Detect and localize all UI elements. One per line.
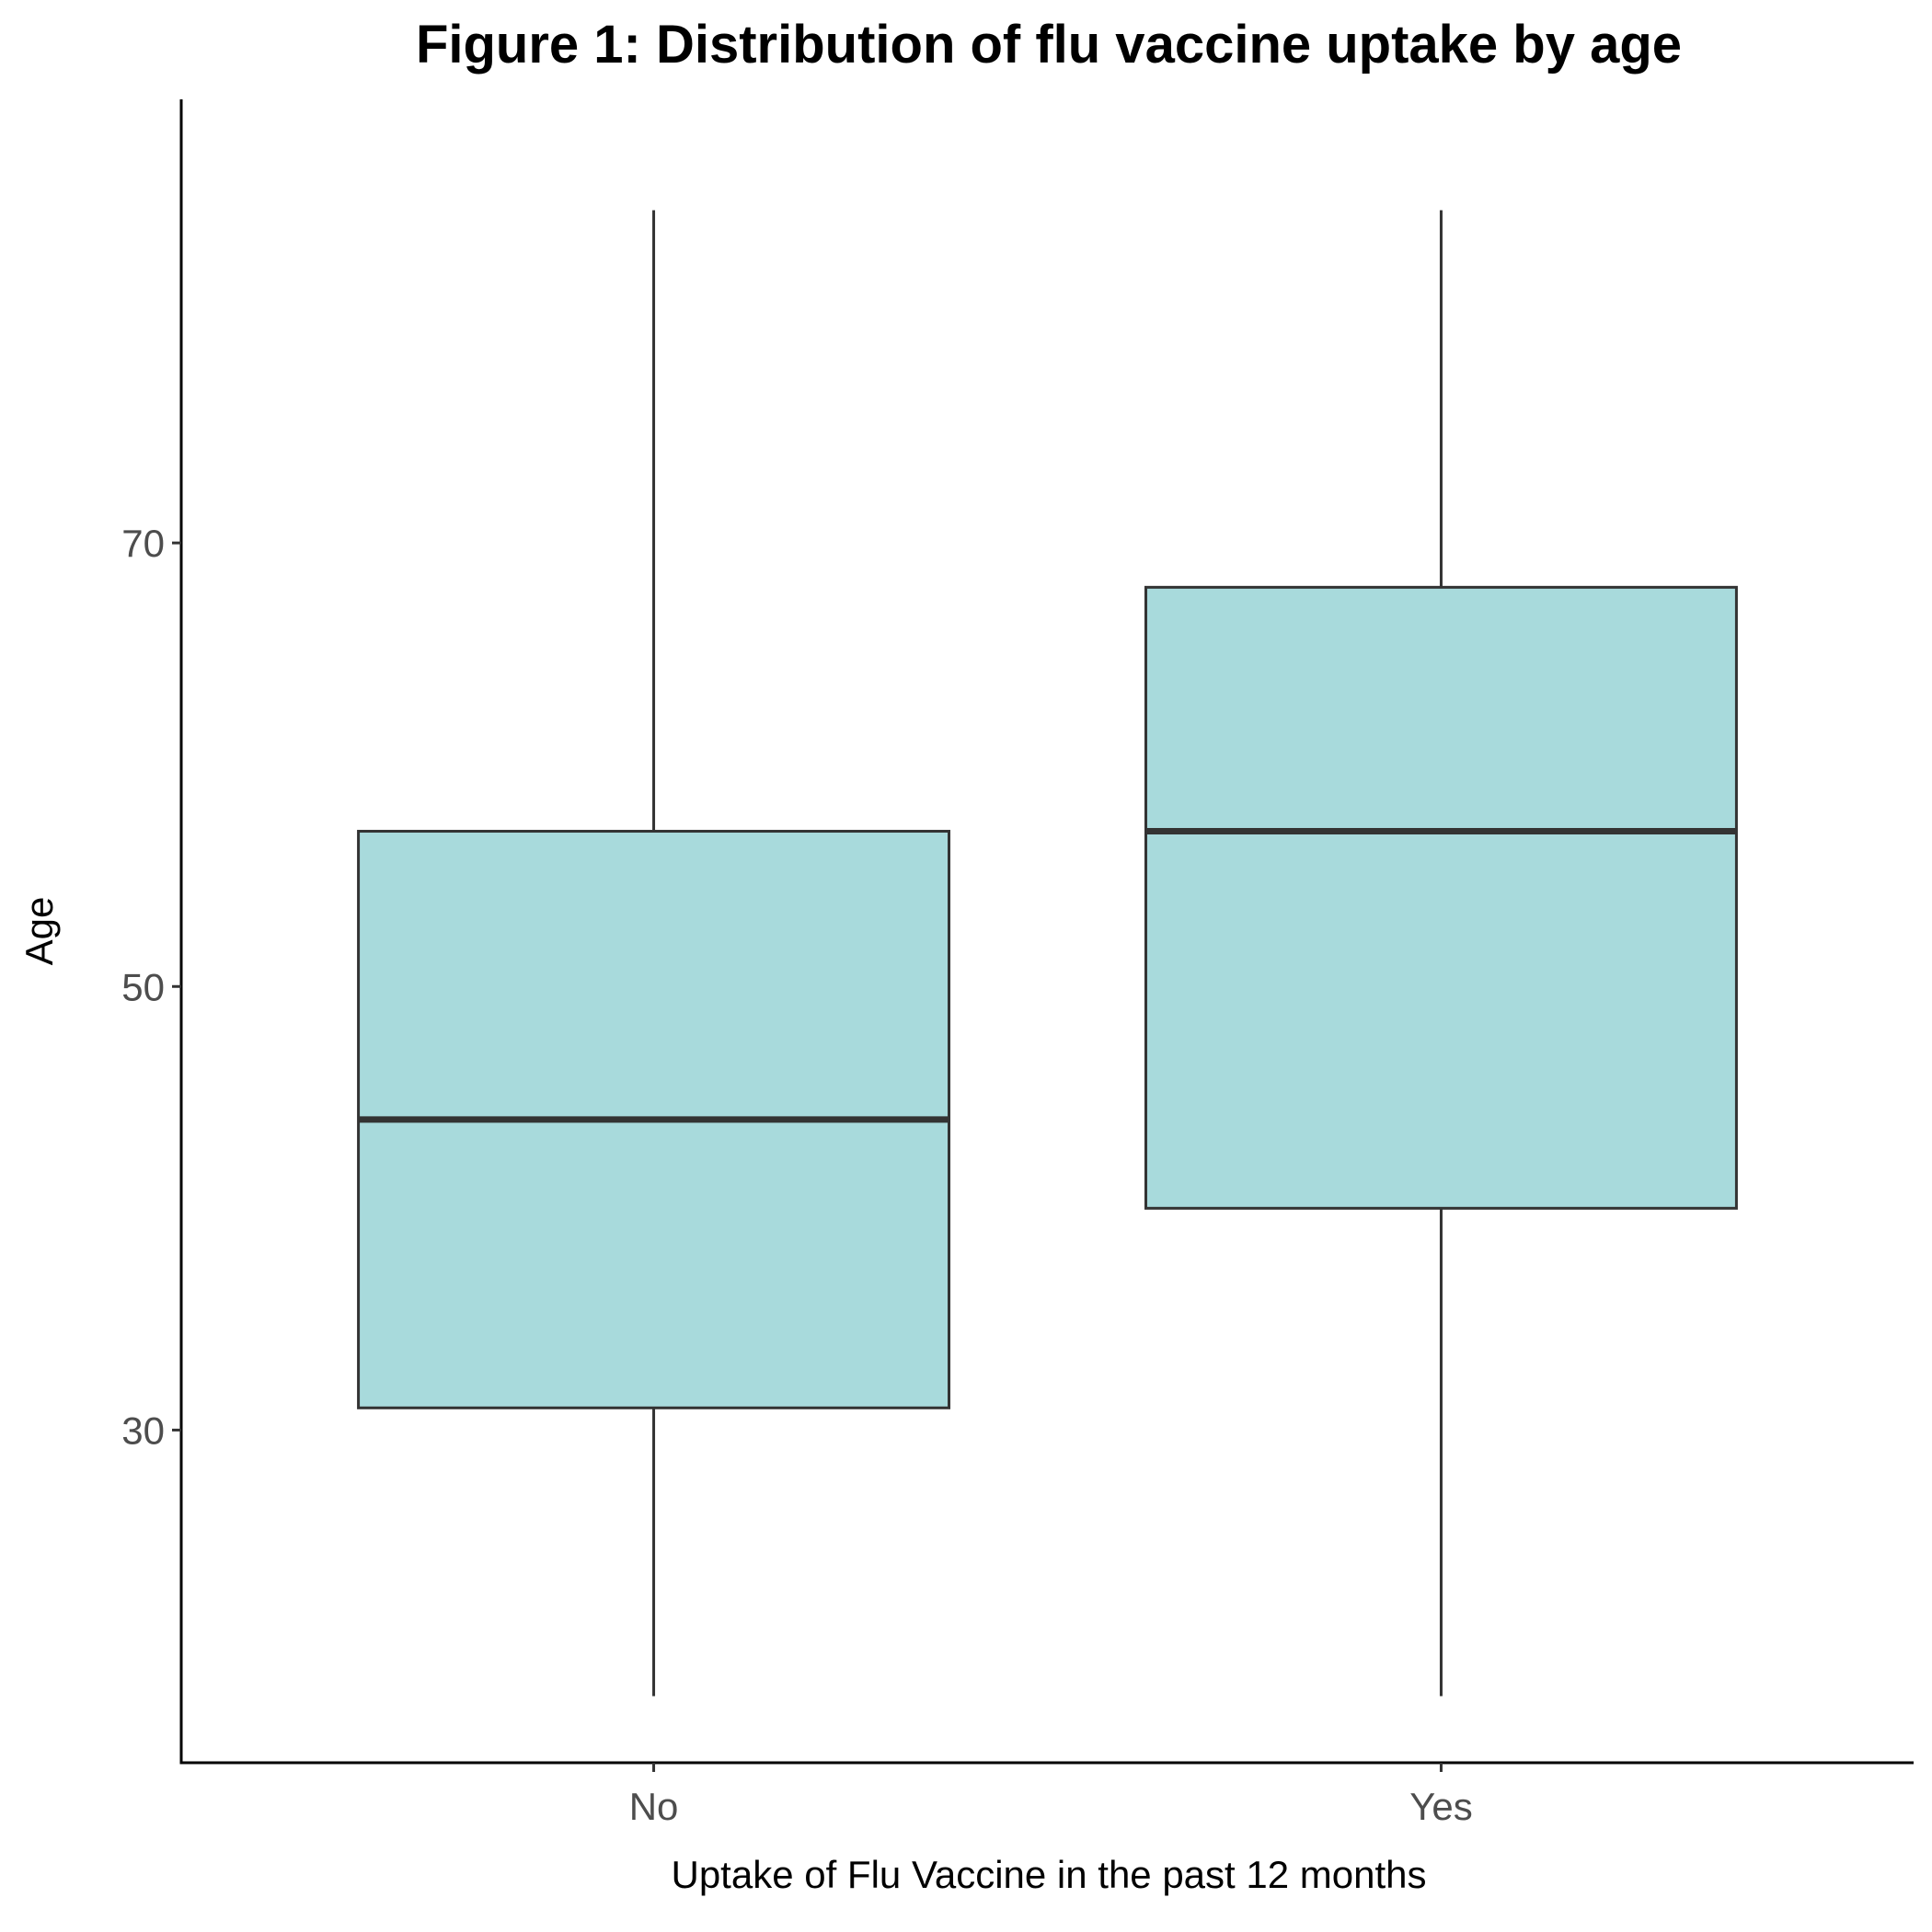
x-ticks-layer: No Yes [629, 1763, 1473, 1828]
x-tick-label-no: No [629, 1785, 679, 1828]
box-yes [1144, 585, 1738, 1210]
y-tick-label-50: 50 [121, 965, 165, 1008]
y-tick-label-70: 70 [121, 522, 165, 565]
y-ticks-layer: 30 50 70 [121, 522, 181, 1452]
y-tick-label-30: 30 [121, 1409, 165, 1452]
chart-title: Figure 1: Distribution of flu vaccine up… [416, 15, 1682, 75]
boxes-layer [357, 210, 1738, 1696]
box-group-yes [1144, 210, 1738, 1696]
x-tick-label-yes: Yes [1409, 1785, 1473, 1828]
box-group-no [357, 210, 951, 1696]
x-axis-label: Uptake of Flu Vaccine in the past 12 mon… [671, 1853, 1426, 1896]
y-axis-label: Age [17, 897, 61, 966]
